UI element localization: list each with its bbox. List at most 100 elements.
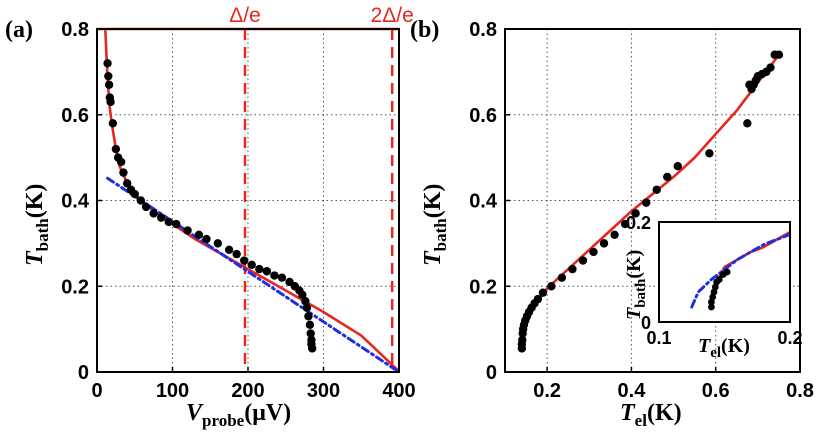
data-point-0-2	[518, 335, 527, 345]
x-tick-label-3: 300	[307, 380, 340, 402]
panel-b: 0.2 0.4 0.6 0.8 0 0.2 0.4 0.6 0.8 Tel(K) Tbath(K…	[420, 19, 814, 430]
data-point-0-23	[224, 245, 234, 255]
data-point-0-25	[240, 256, 249, 265]
y-tick-label-4: 0.8	[469, 19, 497, 41]
data-point-0-16	[578, 256, 588, 265]
data-point-0-5	[108, 119, 118, 128]
data-point-0-25	[673, 162, 682, 171]
annotation-label-0: Δ/e	[229, 4, 261, 27]
data-point-0-17	[164, 217, 173, 227]
y-tick-label-1: 0.2	[626, 213, 651, 233]
data-point-0-38	[305, 320, 315, 330]
data-point-0-20	[620, 219, 630, 229]
data-point-0-23	[652, 185, 661, 194]
data-point-0-16	[156, 213, 166, 222]
y-tick-label-2: 0.4	[469, 191, 498, 213]
data-point-0-27	[255, 264, 264, 274]
data-point-0-4	[106, 97, 115, 107]
data-point-0-6	[111, 144, 121, 154]
data-point-0-24	[663, 172, 672, 182]
panel-b-ylabel: Tbath(K)	[420, 184, 450, 266]
series-model-line	[690, 233, 790, 309]
data-point-0-21	[631, 209, 640, 218]
data-point-0-1	[104, 71, 113, 81]
data-point-0-34	[298, 290, 307, 300]
annotation-label-1: 2Δ/e	[371, 4, 414, 27]
data-point-0-18	[599, 239, 609, 248]
data-point-0-10	[123, 179, 132, 188]
data-point-0-35	[301, 297, 310, 306]
x-tick-label-3: 0.8	[786, 380, 814, 402]
data-point-0-14	[141, 202, 151, 212]
data-point-0-12	[130, 189, 139, 199]
y-tick-label-3: 0.6	[469, 105, 497, 127]
data-point-0-22	[641, 198, 651, 207]
data-point-0-2	[104, 80, 114, 89]
data-point-0-9	[119, 168, 128, 177]
y-tick-label-0: 0	[641, 313, 651, 333]
data-point-0-20	[194, 230, 204, 239]
x-tick-label-0: 0.2	[533, 380, 561, 402]
y-tick-label-2: 0.4	[61, 191, 90, 213]
y-tick-label-4: 0.8	[61, 19, 89, 41]
panel-a-ylabel: Tbath(K)	[22, 184, 52, 266]
panel-b-grid	[505, 29, 800, 372]
data-point-0-28	[262, 267, 272, 276]
x-tick-label-0: 0.1	[646, 328, 671, 348]
panel-b-inset: 0.1 0.2 0 0.2 Tel(K) Tbath(K)	[623, 213, 803, 361]
data-point-0-19	[183, 226, 192, 235]
x-tick-label-1: 100	[156, 380, 189, 402]
panel-a: Δ/e 2Δ/e 0 100 200 300 400 0 0.2 0.4 0.6 0.8 Vprob…	[22, 4, 416, 430]
y-tick-label-0: 0	[78, 362, 89, 384]
inset-plot-area	[690, 230, 790, 311]
panel-b-plot-area	[517, 50, 784, 353]
inset-xlabel: Tel(K)	[698, 335, 750, 361]
y-tick-label-0: 0	[486, 362, 497, 384]
data-point-0-21	[202, 234, 211, 244]
y-tick-label-1: 0.2	[61, 276, 89, 298]
panel-a-label: (a)	[5, 17, 33, 43]
data-point-0-37	[304, 312, 313, 321]
panel-b-ticks: 0.2 0.4 0.6 0.8 0 0.2 0.4 0.6 0.8	[469, 19, 814, 402]
x-tick-label-0: 0	[91, 380, 102, 402]
panel-b-label: (b)	[410, 17, 439, 43]
x-tick-label-2: 200	[231, 380, 264, 402]
data-point-0-27	[743, 119, 752, 128]
x-tick-label-4: 400	[382, 380, 415, 402]
data-point-0-13	[547, 282, 556, 291]
panel-a-plot-area	[103, 29, 399, 372]
panel-a-xlabel: Vprobe(μV)	[186, 400, 291, 430]
series-fit-line	[104, 29, 399, 372]
data-point-0-26	[247, 260, 256, 270]
data-point-0-0	[708, 303, 715, 311]
data-point-0-15	[149, 209, 158, 218]
data-point-0-42	[307, 344, 317, 353]
data-point-0-19	[610, 230, 619, 239]
data-point-0-15	[568, 264, 577, 274]
panel-b-xlabel: Tel(K)	[620, 400, 682, 430]
data-point-0-30	[277, 273, 287, 282]
data-point-0-29	[270, 271, 279, 280]
panel-a-ticks: 0 100 200 300 400 0 0.2 0.4 0.6 0.8	[61, 19, 416, 402]
data-point-0-12	[538, 288, 548, 297]
data-point-0-22	[213, 239, 222, 248]
data-point-0-8	[116, 157, 126, 167]
data-point-0-18	[172, 219, 181, 229]
series-linear-line	[106, 176, 399, 372]
inset-ticks: 0.1 0.2 0 0.2	[626, 213, 803, 348]
data-point-0-8	[723, 268, 731, 276]
data-point-0-6	[715, 276, 723, 283]
panel-a-annotations: Δ/e 2Δ/e	[97, 4, 414, 372]
x-tick-label-2: 0.6	[702, 380, 730, 402]
x-tick-label-1: 0.2	[777, 328, 802, 348]
data-point-0-39	[306, 329, 315, 338]
data-point-0-24	[232, 249, 241, 259]
data-point-0-35	[766, 63, 775, 72]
y-tick-label-1: 0.2	[469, 276, 497, 298]
y-tick-label-3: 0.6	[61, 105, 89, 127]
data-point-0-36	[302, 303, 312, 312]
data-point-0-0	[103, 59, 112, 68]
data-point-0-13	[136, 196, 145, 205]
data-point-0-11	[533, 294, 543, 304]
data-point-0-14	[557, 273, 567, 282]
